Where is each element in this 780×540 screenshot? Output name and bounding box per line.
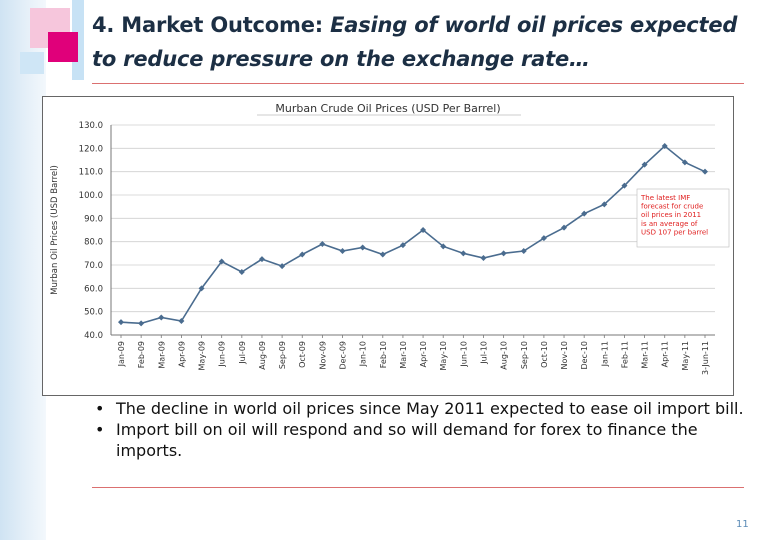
x-tick-label: Mar-10 — [399, 341, 408, 369]
data-point — [299, 251, 306, 258]
x-tick-label: Dec-09 — [339, 341, 348, 370]
slide-title-bold: 4. Market Outcome: — [92, 13, 323, 37]
x-tick-label: Dec-10 — [580, 341, 589, 370]
data-point — [198, 285, 205, 292]
data-point — [621, 182, 628, 189]
data-point — [440, 243, 447, 250]
data-point — [601, 201, 608, 208]
data-point — [681, 159, 688, 166]
y-tick-label: 50.0 — [84, 308, 103, 318]
x-tick-label: May-09 — [198, 341, 207, 370]
annotation-line: forecast for crude — [641, 203, 703, 211]
chart-frame: Murban Crude Oil Prices (USD Per Barrel)… — [42, 96, 734, 396]
y-tick-label: 70.0 — [84, 261, 103, 271]
data-point — [279, 263, 286, 270]
bullet-text: Import bill on oil will respond and so w… — [116, 420, 698, 460]
bullet-list: • The decline in world oil prices since M… — [95, 398, 752, 461]
x-tick-label: Nov-09 — [318, 341, 327, 369]
data-point — [460, 250, 467, 257]
bullet-text: The decline in world oil prices since Ma… — [116, 399, 744, 418]
x-tick-label: Apr-10 — [419, 341, 428, 367]
data-point — [420, 227, 427, 233]
data-point — [561, 224, 568, 231]
y-tick-label: 130.0 — [79, 121, 103, 131]
y-tick-label: 40.0 — [84, 331, 103, 341]
data-point — [500, 250, 507, 257]
data-point — [158, 314, 165, 321]
bullet-item: • Import bill on oil will respond and so … — [95, 419, 752, 461]
x-tick-label: Feb-10 — [379, 341, 388, 368]
series-line — [120, 144, 706, 325]
title-divider — [92, 83, 744, 84]
x-tick-label: Jan-11 — [600, 341, 609, 367]
x-tick-label: Mar-09 — [157, 341, 166, 369]
decorative-square-magenta — [48, 32, 78, 62]
data-point — [641, 161, 648, 168]
y-tick-label: 80.0 — [84, 238, 103, 248]
data-point — [702, 168, 708, 175]
slide-title: 4. Market Outcome: Easing of world oil p… — [92, 8, 762, 76]
bullet-dot-icon: • — [95, 399, 105, 418]
data-point — [661, 143, 668, 149]
x-tick-label: 3-Jun-11 — [701, 341, 710, 375]
bottom-divider — [92, 487, 744, 488]
annotation-line: USD 107 per barrel — [641, 228, 708, 236]
x-tick-label: Feb-11 — [620, 341, 629, 368]
data-point — [399, 242, 406, 249]
x-tick-label: Jan-10 — [359, 341, 368, 367]
annotation-line: oil prices in 2011 — [641, 211, 701, 219]
y-tick-label: 90.0 — [84, 214, 103, 224]
x-tick-label: Oct-10 — [540, 341, 549, 368]
data-point — [319, 241, 326, 247]
x-tick-label: Jan-09 — [117, 341, 126, 367]
x-tick-label: Jul-10 — [479, 341, 488, 365]
data-point — [540, 235, 547, 242]
x-tick-label: Aug-10 — [500, 341, 509, 370]
x-tick-label: Sep-09 — [278, 341, 287, 369]
annotation-line: is an average of — [641, 220, 698, 228]
bullet-item: • The decline in world oil prices since M… — [95, 398, 752, 419]
data-point — [218, 258, 225, 265]
data-point — [238, 269, 245, 275]
oil-price-chart: Murban Crude Oil Prices (USD Per Barrel)… — [50, 102, 730, 375]
bullet-dot-icon: • — [95, 420, 105, 439]
x-tick-label: Feb-09 — [137, 341, 146, 368]
x-tick-label: May-11 — [681, 341, 690, 370]
x-tick-label: Jul-09 — [238, 341, 247, 365]
x-tick-label: Nov-10 — [560, 341, 569, 369]
data-point — [178, 318, 185, 324]
data-point — [339, 248, 346, 254]
annotation-text: The latest IMF forecast for crude oil pric… — [640, 194, 708, 236]
y-tick-label: 120.0 — [79, 144, 103, 154]
data-point — [520, 248, 527, 254]
x-tick-label: Apr-09 — [177, 341, 186, 367]
data-point — [138, 320, 145, 327]
data-point — [379, 251, 386, 258]
x-tick-label: Mar-11 — [641, 341, 650, 369]
page-number: 11 — [736, 519, 749, 530]
x-tick-label: Oct-09 — [298, 341, 307, 368]
decorative-square-light-blue — [20, 52, 44, 74]
x-tick-label: Jun-09 — [218, 341, 227, 368]
data-point — [258, 256, 265, 263]
left-decorative-stripe — [0, 0, 46, 540]
y-axis-label: Murban Oil Prices (USD Barrel) — [50, 165, 60, 295]
annotation-line: The latest IMF — [640, 194, 690, 202]
x-tick-label: Sep-10 — [520, 341, 529, 369]
x-tick-label: May-10 — [439, 341, 448, 370]
x-tick-label: Aug-09 — [258, 341, 267, 370]
y-tick-label: 100.0 — [79, 191, 103, 201]
chart-title: Murban Crude Oil Prices (USD Per Barrel) — [275, 102, 500, 115]
data-point — [359, 244, 366, 251]
x-tick-label: Jun-10 — [459, 341, 468, 368]
y-tick-label: 60.0 — [84, 284, 103, 294]
annotation-box — [636, 188, 730, 248]
data-point — [480, 255, 487, 261]
x-tick-label: Apr-11 — [661, 341, 670, 367]
slide-title-italic: Easing of world oil prices expected to r… — [92, 13, 738, 71]
data-point — [118, 319, 124, 326]
data-point — [581, 210, 588, 217]
y-tick-label: 110.0 — [79, 168, 103, 178]
